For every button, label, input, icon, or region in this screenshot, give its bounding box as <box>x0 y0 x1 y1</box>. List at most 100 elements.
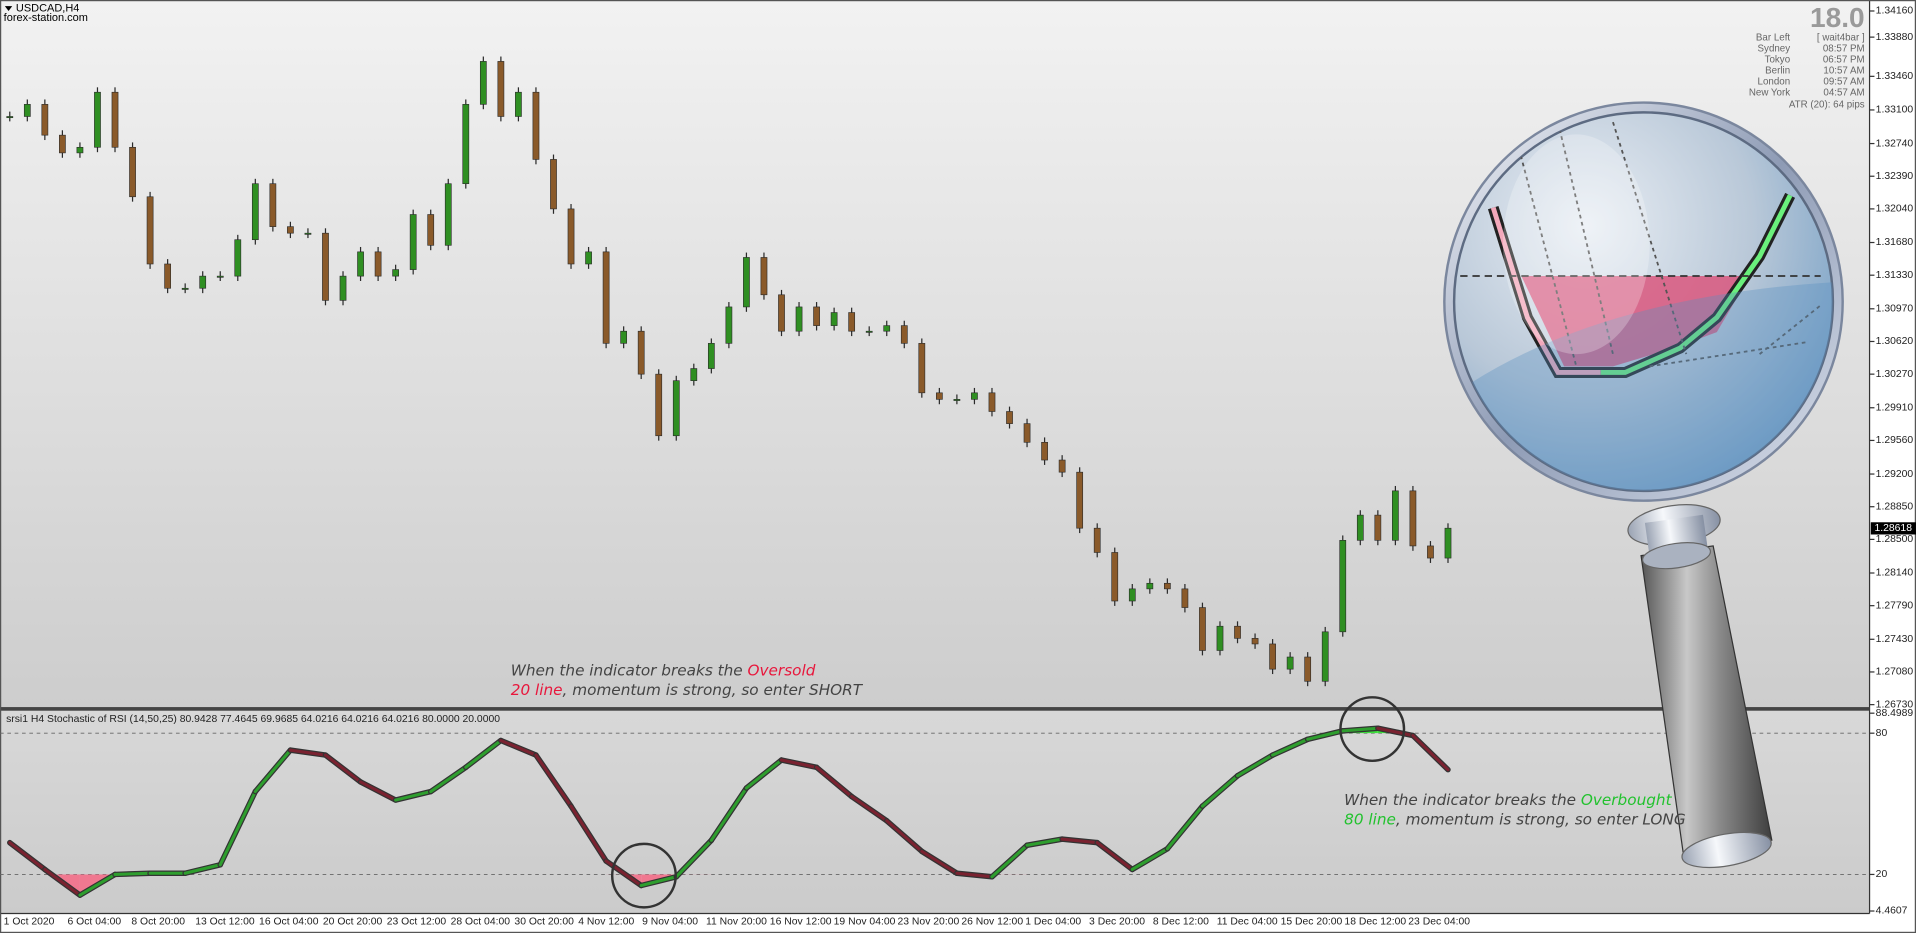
indicator-line <box>1271 737 1310 757</box>
candle-body <box>1023 423 1031 443</box>
candle-body <box>567 208 575 265</box>
candle-body <box>532 91 540 160</box>
candle-body <box>655 373 663 437</box>
y-tick-label: 1.30270 <box>1876 369 1914 380</box>
candle-body <box>146 196 154 265</box>
candle-body <box>111 91 119 148</box>
candle-body <box>1058 459 1066 473</box>
symbol-label: USDCAD,H4 <box>16 2 80 14</box>
candle-body <box>515 91 522 117</box>
x-tick-label: 16 Oct 04:00 <box>259 917 319 928</box>
indicator-line <box>183 863 222 875</box>
candle-body <box>760 257 768 296</box>
annotation-text: Overbought <box>1581 790 1673 808</box>
candle-body <box>234 239 242 277</box>
x-tick-label: 9 Nov 04:00 <box>642 917 698 928</box>
countdown: 18.0 <box>1810 2 1865 33</box>
info-panel: Bar Left [ wait4bar ] Sydney 08:57 PM Tokyo 0… <box>1749 32 1865 110</box>
y-tick-label: 1.34160 <box>1876 6 1914 17</box>
candle-body <box>1128 588 1136 602</box>
candle-body <box>865 330 873 333</box>
y-tick-label: 1.33100 <box>1876 105 1914 116</box>
candle-body <box>1444 527 1452 559</box>
indicator-line <box>288 748 328 757</box>
info-label: Sydney <box>1758 43 1791 54</box>
indicator-line <box>394 790 433 802</box>
y-tick-label: 1.31680 <box>1876 237 1914 248</box>
candle-body <box>374 251 382 277</box>
x-tick-label: 19 Nov 04:00 <box>834 917 896 928</box>
indicator-line <box>709 786 748 842</box>
candle-body <box>1392 490 1399 541</box>
y-tick-label: 80 <box>1876 728 1888 739</box>
x-tick-label: 11 Nov 20:00 <box>706 917 767 928</box>
candle-body <box>1427 545 1434 559</box>
pane-separator <box>0 707 1870 711</box>
indicator-line <box>1025 837 1064 847</box>
x-tick-label: 8 Dec 12:00 <box>1153 917 1209 928</box>
candle-body <box>287 226 294 234</box>
x-tick-label: 15 Dec 20:00 <box>1281 917 1343 928</box>
candle-body <box>883 325 891 332</box>
info-label: Berlin <box>1765 65 1790 76</box>
y-tick-label: 1.29560 <box>1876 435 1914 446</box>
candle-body <box>795 306 803 332</box>
candle-body <box>216 275 224 278</box>
level-fill-segment <box>44 874 80 896</box>
x-tick-label: 11 Dec 04:00 <box>1217 917 1278 928</box>
info-value: [ wait4bar ] <box>1817 32 1865 43</box>
y-tick-label: 1.30970 <box>1876 304 1914 315</box>
candle-body <box>690 368 698 381</box>
indicator-line <box>218 790 257 867</box>
info-label: New York <box>1749 87 1790 98</box>
candle-body <box>497 61 505 117</box>
x-tick-label: 13 Oct 12:00 <box>195 917 255 928</box>
candle-body <box>988 392 996 412</box>
indicator-line <box>639 875 678 888</box>
candle-body <box>409 214 417 270</box>
price-scale <box>1869 0 1916 933</box>
candle-body <box>1321 631 1329 682</box>
y-tick-label: 1.28500 <box>1876 534 1914 545</box>
highlight-circle <box>610 842 677 909</box>
candle-body <box>1374 514 1382 541</box>
candle-body <box>620 330 628 344</box>
indicator-line <box>779 758 819 769</box>
indicator-line <box>1165 804 1204 851</box>
annotations: When the indicator breaks the Oversold20… <box>511 661 1686 828</box>
candle-body <box>1199 607 1206 651</box>
x-tick-label: 18 Dec 12:00 <box>1344 917 1406 928</box>
y-tick-label: 1.32390 <box>1876 171 1914 182</box>
indicator-line <box>8 841 47 872</box>
indicator-line <box>604 859 643 888</box>
y-tick-label: 1.28140 <box>1876 568 1914 579</box>
candle-body <box>743 257 750 308</box>
indicator-line <box>499 738 538 757</box>
candle-body <box>164 263 171 289</box>
candle-body <box>813 306 820 326</box>
candle-body <box>830 312 838 326</box>
info-value: 04:57 AM <box>1823 87 1864 98</box>
candle-body <box>479 61 487 105</box>
x-tick-label: 28 Oct 04:00 <box>451 917 511 928</box>
annotation-text: , momentum is strong, so enter SHORT <box>563 680 864 698</box>
x-tick-label: 23 Oct 12:00 <box>387 917 447 928</box>
indicator-line <box>1200 774 1240 808</box>
x-tick-label: 23 Dec 04:00 <box>1408 917 1470 928</box>
candle-body <box>637 330 645 375</box>
indicator-line <box>113 871 152 876</box>
annotation-text: 20 line <box>511 680 563 698</box>
info-value: 08:57 PM <box>1823 43 1865 54</box>
y-tick-label: 1.30620 <box>1876 336 1914 347</box>
y-tick-label: 1.32740 <box>1876 138 1914 149</box>
site-label: forex-station.com <box>4 12 88 24</box>
indicator-line <box>1130 847 1169 872</box>
candle-body <box>427 214 435 246</box>
candle-body <box>462 104 470 185</box>
indicator-line <box>359 780 398 802</box>
candle-body <box>41 104 49 136</box>
annotation-text: Oversold <box>748 661 816 679</box>
x-tick-label: 1 Dec 04:00 <box>1025 917 1081 928</box>
